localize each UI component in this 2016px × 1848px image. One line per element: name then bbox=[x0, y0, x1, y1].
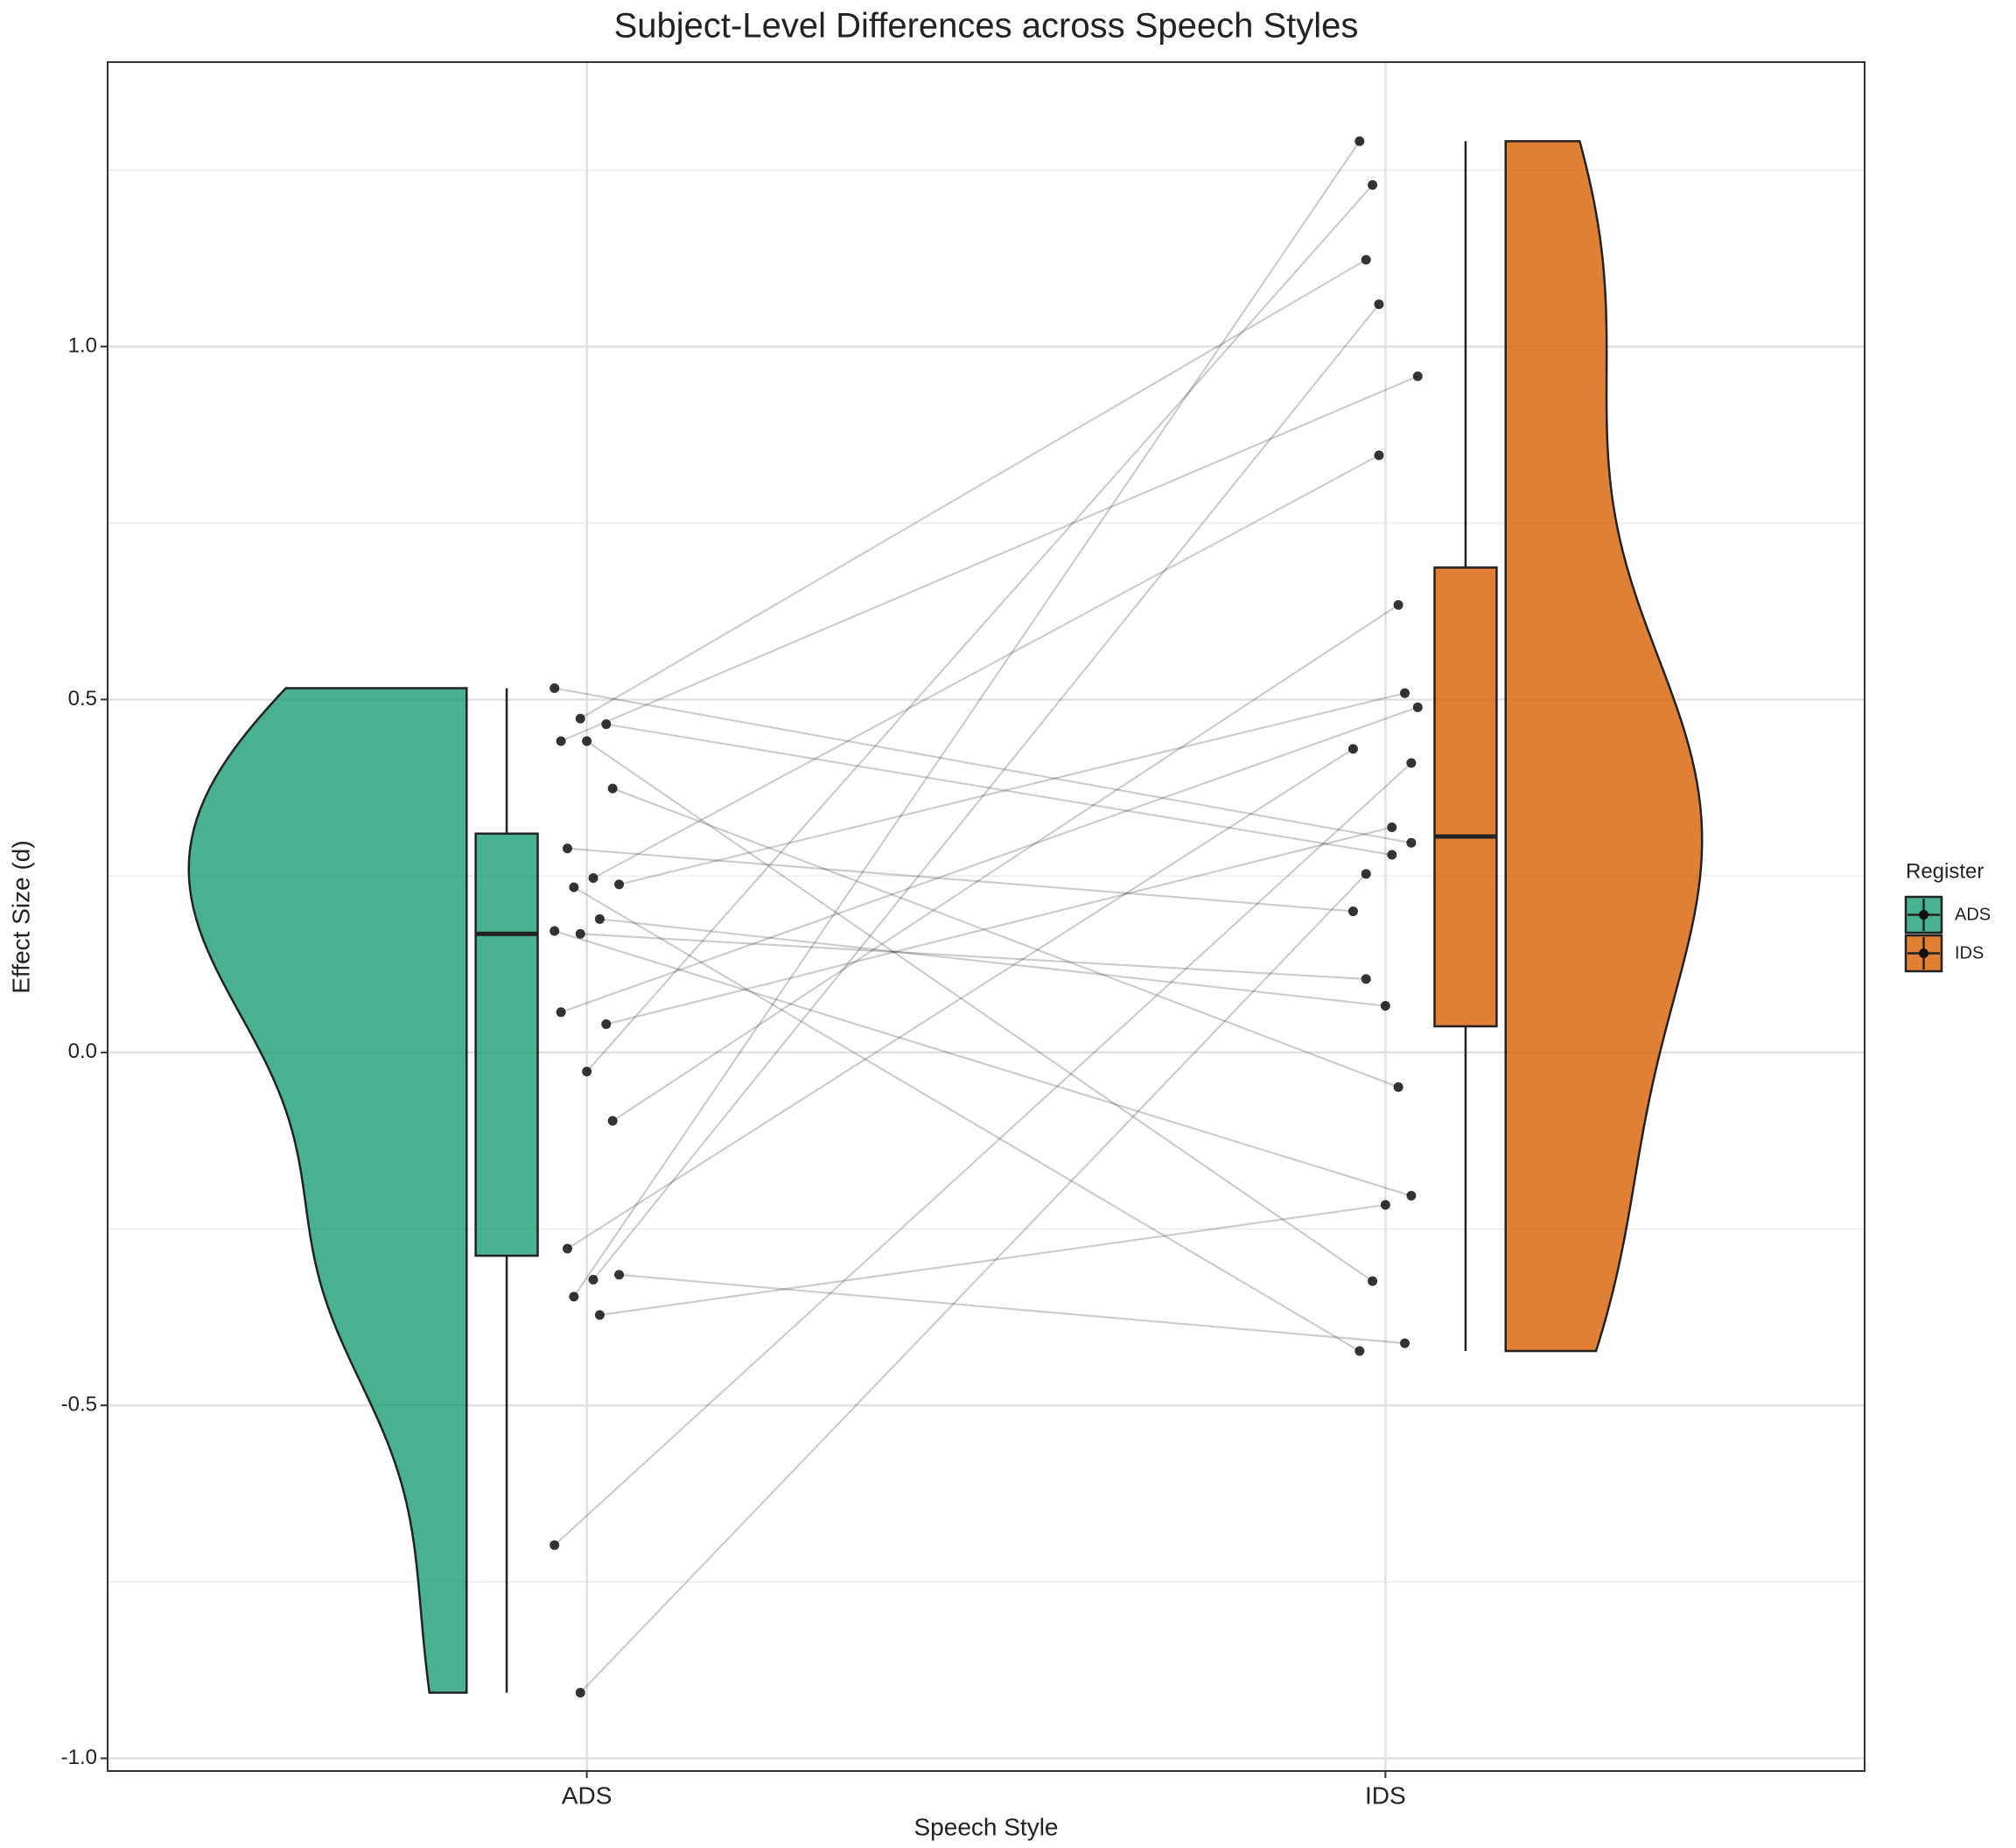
point bbox=[1348, 744, 1358, 754]
pair-line bbox=[553, 762, 1412, 1546]
point bbox=[569, 1292, 579, 1302]
point bbox=[556, 736, 566, 746]
pair-line bbox=[554, 687, 1412, 844]
point bbox=[575, 928, 585, 939]
point bbox=[1354, 1346, 1365, 1356]
point bbox=[550, 683, 560, 694]
pair-line bbox=[579, 258, 1367, 720]
point bbox=[550, 926, 560, 936]
pair-line bbox=[560, 706, 1418, 1013]
y-tick-label: 0.5 bbox=[68, 687, 97, 710]
pair-line bbox=[606, 826, 1393, 1026]
point bbox=[1393, 599, 1404, 610]
pair-line bbox=[612, 604, 1399, 1122]
point bbox=[607, 783, 618, 794]
point bbox=[614, 1270, 625, 1280]
pair-line bbox=[606, 723, 1392, 856]
pair-line bbox=[592, 454, 1380, 879]
point bbox=[594, 914, 605, 924]
pair-line bbox=[619, 1273, 1405, 1345]
point bbox=[1406, 758, 1417, 768]
y-tick-label: -0.5 bbox=[61, 1392, 97, 1416]
point bbox=[582, 1067, 592, 1077]
pair-line bbox=[592, 304, 1380, 1281]
y-tick-label: -1.0 bbox=[61, 1746, 97, 1769]
x-tick-label: ADS bbox=[562, 1782, 612, 1809]
pair-line bbox=[619, 692, 1405, 886]
pair-line bbox=[612, 788, 1399, 1088]
point bbox=[607, 1116, 618, 1126]
point bbox=[601, 1019, 612, 1030]
pair-line bbox=[599, 918, 1386, 1007]
point bbox=[1387, 822, 1397, 832]
point bbox=[1368, 1276, 1378, 1286]
pair-line bbox=[599, 1203, 1386, 1316]
point bbox=[582, 736, 592, 746]
pair-line bbox=[566, 747, 1354, 1250]
point bbox=[1393, 1082, 1404, 1092]
point bbox=[1354, 136, 1365, 146]
legend-key-point bbox=[1919, 948, 1928, 958]
box bbox=[1433, 566, 1498, 1028]
box bbox=[474, 832, 539, 1257]
point bbox=[1412, 371, 1423, 382]
point bbox=[1400, 688, 1410, 698]
point bbox=[1412, 702, 1423, 712]
point bbox=[575, 713, 585, 724]
pair-line bbox=[572, 140, 1361, 1298]
pair-line bbox=[586, 740, 1374, 1283]
point bbox=[1380, 1001, 1390, 1012]
point bbox=[1406, 837, 1417, 848]
legend-title: Register bbox=[1906, 859, 1984, 883]
point bbox=[556, 1007, 566, 1018]
pair-line bbox=[585, 184, 1374, 1073]
pair-line bbox=[567, 847, 1354, 913]
point bbox=[1368, 179, 1378, 190]
point bbox=[1374, 299, 1384, 310]
violin bbox=[1504, 140, 1704, 1353]
pair-line bbox=[579, 872, 1368, 1694]
point bbox=[1400, 1338, 1410, 1348]
point bbox=[1361, 974, 1371, 984]
y-axis-title: Effect Size (d) bbox=[7, 840, 34, 993]
point bbox=[1348, 906, 1358, 916]
x-axis-title: Speech Style bbox=[914, 1813, 1059, 1840]
x-tick-label: IDS bbox=[1365, 1782, 1406, 1809]
pair-line bbox=[580, 933, 1367, 980]
pair-line bbox=[554, 929, 1412, 1197]
legend-label: IDS bbox=[1955, 943, 1984, 962]
violin bbox=[187, 687, 468, 1694]
point bbox=[569, 882, 579, 892]
y-tick-label: 1.0 bbox=[68, 333, 97, 357]
point bbox=[588, 1275, 598, 1285]
point bbox=[575, 1687, 585, 1698]
legend-key-point bbox=[1919, 910, 1928, 920]
point bbox=[1361, 869, 1371, 879]
point bbox=[601, 719, 612, 730]
point bbox=[1361, 255, 1371, 265]
y-tick-label: 0.0 bbox=[68, 1040, 97, 1063]
plot-border bbox=[107, 61, 1866, 1772]
pair-line bbox=[560, 374, 1418, 743]
legend-label: ADS bbox=[1955, 905, 1991, 924]
chart-title: Subject-Level Differences across Speech … bbox=[614, 7, 1359, 46]
point bbox=[562, 1243, 572, 1254]
point bbox=[1387, 850, 1397, 860]
point bbox=[550, 1540, 560, 1550]
point bbox=[562, 844, 572, 854]
point bbox=[614, 879, 625, 890]
point bbox=[1406, 1191, 1417, 1201]
point bbox=[594, 1310, 605, 1320]
point bbox=[588, 873, 598, 884]
pair-line bbox=[573, 886, 1361, 1352]
point bbox=[1380, 1200, 1390, 1210]
point bbox=[1374, 450, 1384, 460]
